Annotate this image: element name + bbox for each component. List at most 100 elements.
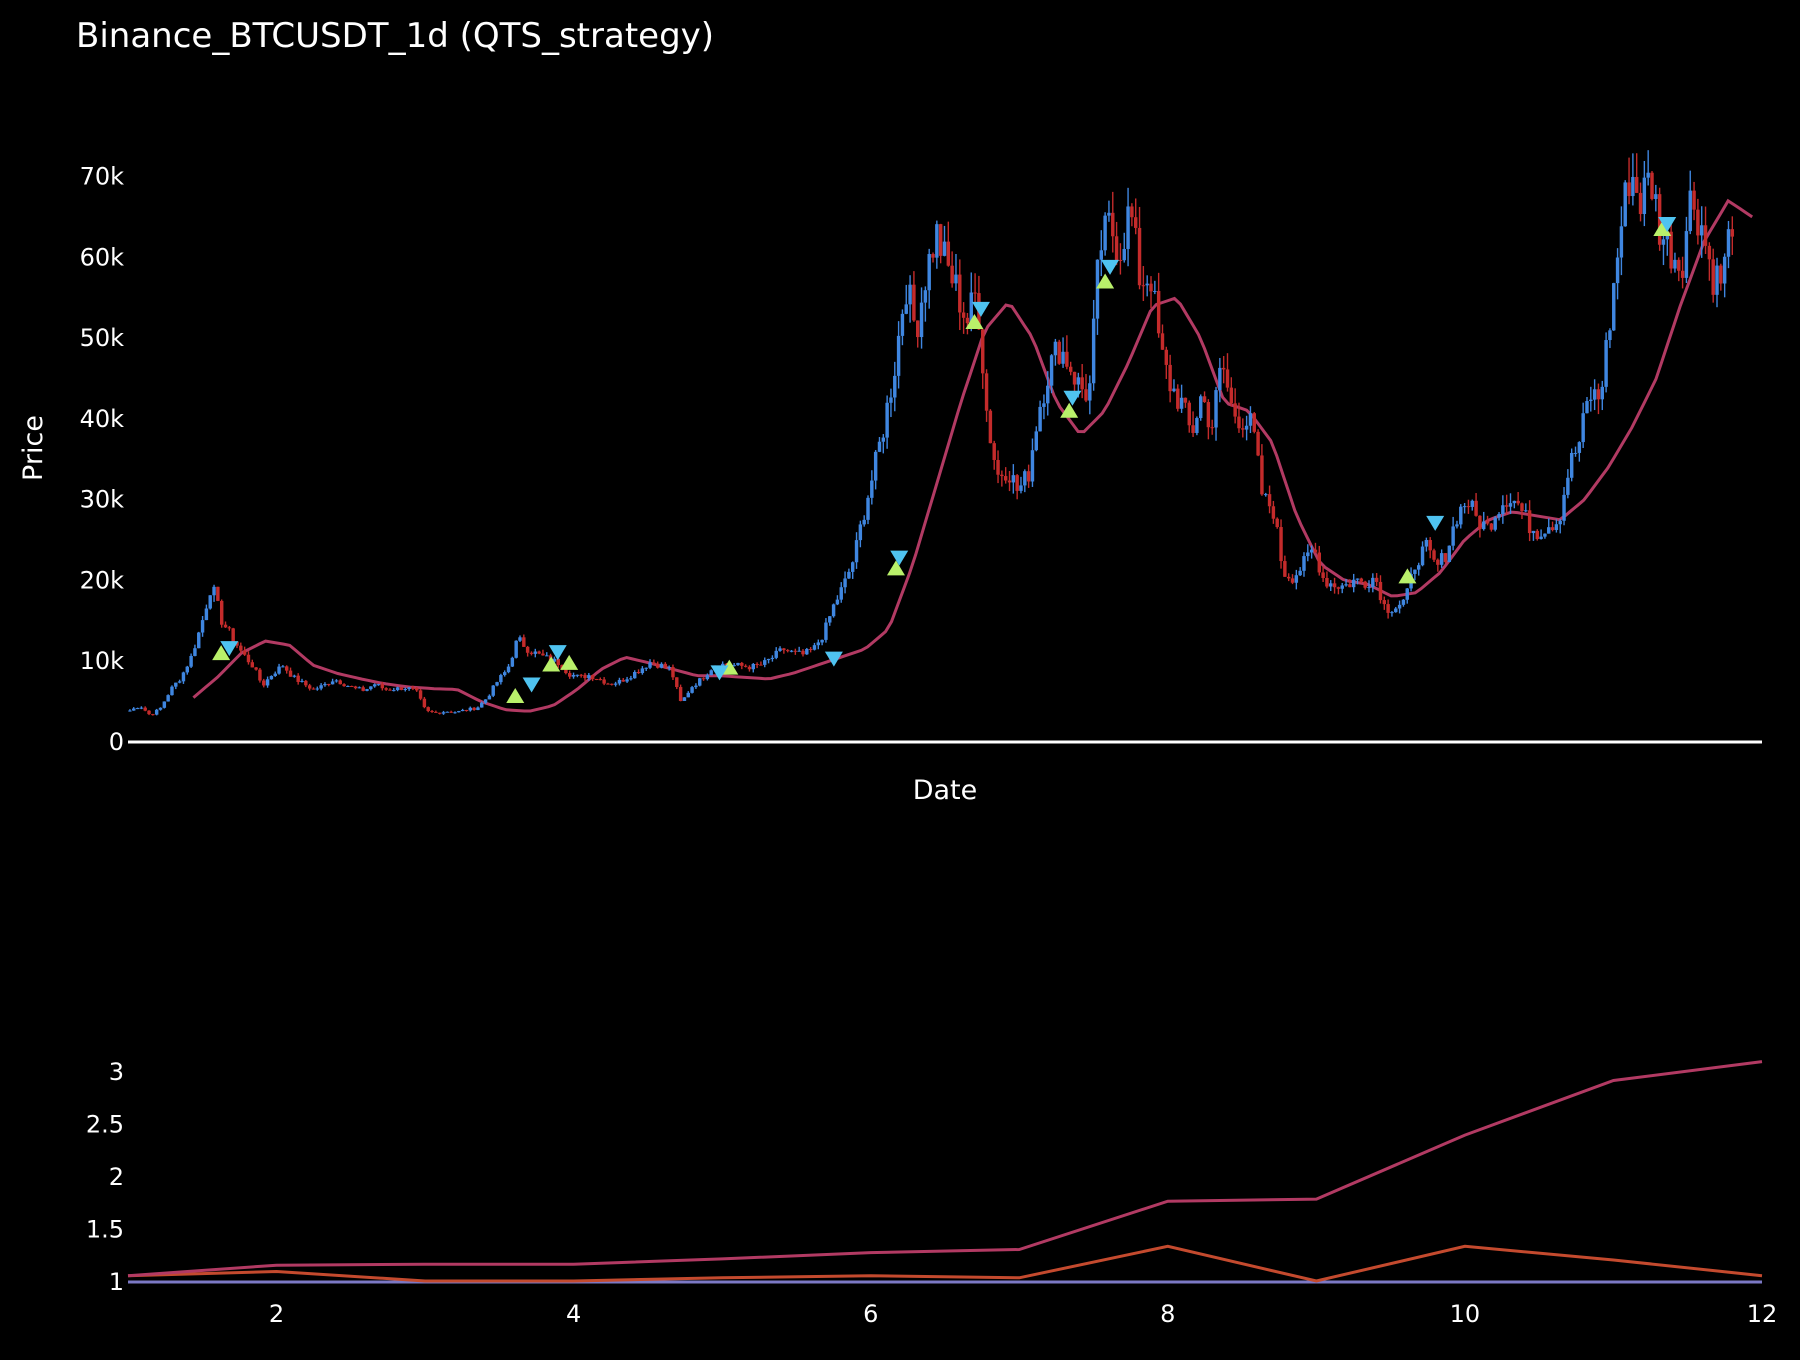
- equity-x-tick-label: 2: [269, 1300, 284, 1328]
- candle-body: [835, 599, 840, 605]
- candle-body: [235, 641, 239, 646]
- candle-body: [307, 685, 312, 689]
- candle-body: [388, 689, 392, 691]
- candle-body: [617, 679, 622, 684]
- buy-marker: [1653, 221, 1672, 237]
- candle-body: [223, 624, 228, 628]
- candle-body: [139, 707, 144, 709]
- candle-body: [284, 666, 289, 671]
- candle-body: [1715, 265, 1719, 295]
- candle-body: [1061, 351, 1065, 364]
- moving-average-layer: [192, 198, 1754, 713]
- candle-body: [1394, 608, 1398, 613]
- candle-body: [1596, 389, 1601, 400]
- candle-body: [625, 679, 629, 682]
- candle-body: [1382, 600, 1387, 605]
- candle-body: [395, 687, 400, 691]
- candle-body: [1191, 425, 1195, 433]
- candle-body: [1424, 540, 1429, 547]
- candle-body: [873, 451, 878, 481]
- candle-body: [1386, 604, 1390, 613]
- buy-marker: [1398, 568, 1417, 584]
- price-y-tick-label: 60k: [80, 243, 125, 271]
- candle-body: [1099, 250, 1104, 260]
- candle-body: [1133, 217, 1138, 228]
- candle-body: [242, 650, 247, 655]
- candle-body: [954, 274, 958, 284]
- candle-body: [1336, 587, 1341, 589]
- candle-body: [881, 437, 886, 442]
- candle-body: [334, 680, 339, 682]
- candle-body: [847, 571, 851, 579]
- candle-body: [942, 241, 947, 256]
- candle-body: [1034, 431, 1038, 451]
- candle-body: [552, 658, 557, 662]
- candle-body: [958, 274, 962, 313]
- candle-body: [158, 707, 163, 710]
- candle-body: [808, 649, 813, 651]
- candle-body: [938, 224, 943, 256]
- candle-body: [1218, 367, 1222, 391]
- candle-body: [1699, 225, 1704, 236]
- candle-body: [533, 651, 538, 654]
- candle-body: [1573, 452, 1578, 454]
- candle-body: [135, 708, 140, 710]
- candle-body: [1730, 229, 1735, 237]
- equity-x-tick-label: 8: [1160, 1300, 1175, 1328]
- equity-series-layer: [127, 1060, 1763, 1284]
- candle-body: [330, 681, 335, 685]
- candle-body: [1516, 500, 1520, 504]
- candle-body: [648, 662, 652, 668]
- candle-body: [606, 683, 610, 685]
- price-y-tick-label: 50k: [80, 324, 125, 352]
- price-y-tick-label: 70k: [80, 163, 125, 191]
- candle-body: [590, 675, 595, 679]
- candle-body: [1363, 581, 1367, 588]
- candle-body: [545, 655, 549, 657]
- candle-body: [1000, 474, 1004, 477]
- candle-body: [1703, 225, 1708, 246]
- candle-body: [1531, 530, 1536, 534]
- candle-body: [1260, 455, 1264, 495]
- candle-body: [935, 224, 939, 258]
- candle-body: [166, 695, 170, 702]
- candle-body: [950, 265, 954, 284]
- candle-body: [529, 652, 534, 654]
- candle-body: [671, 667, 675, 678]
- equity-series-line: [127, 1244, 1763, 1283]
- equity-y-tick-labels: 1 1.5 2 2.5 3: [86, 1058, 124, 1296]
- candle-body: [1248, 413, 1253, 426]
- candle-body: [292, 675, 297, 677]
- candlestick-layer: [128, 150, 1735, 716]
- candle-body: [468, 707, 472, 711]
- candle-body: [1692, 190, 1696, 210]
- candle-body: [1405, 588, 1409, 600]
- candle-body: [1187, 402, 1191, 426]
- candle-body: [1233, 403, 1237, 417]
- candle-body: [793, 650, 798, 652]
- candle-body: [193, 648, 197, 656]
- candle-body: [1455, 524, 1459, 527]
- candle-body: [743, 665, 748, 667]
- candle-body: [502, 672, 507, 676]
- candle-body: [755, 663, 759, 665]
- candle-body: [327, 683, 331, 685]
- candle-body: [147, 710, 151, 715]
- candle-body: [1107, 212, 1111, 216]
- candle-body: [1562, 494, 1566, 521]
- candle-body: [1432, 550, 1436, 560]
- candle-body: [567, 673, 572, 677]
- buy-marker: [560, 654, 579, 670]
- candle-body: [1535, 530, 1539, 540]
- candle-body: [151, 714, 155, 716]
- candle-body: [690, 687, 694, 693]
- candle-body: [319, 685, 323, 689]
- candle-body: [1317, 552, 1321, 573]
- candle-body: [984, 373, 989, 411]
- candle-body: [1428, 540, 1432, 551]
- candle-body: [372, 684, 377, 687]
- candle-body: [1470, 500, 1474, 507]
- candle-body: [457, 711, 461, 713]
- candle-body: [518, 637, 522, 641]
- candle-body: [1657, 194, 1662, 245]
